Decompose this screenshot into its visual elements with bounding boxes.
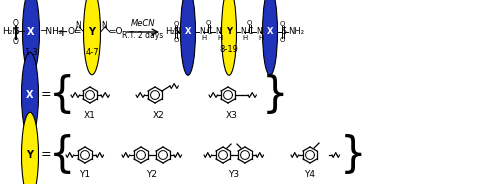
Text: O: O <box>280 20 285 26</box>
Text: N: N <box>215 27 221 36</box>
Text: =: = <box>41 148 51 162</box>
Text: =O: =O <box>108 27 122 36</box>
Text: X: X <box>26 90 34 100</box>
Text: Y1: Y1 <box>80 170 90 179</box>
Text: O: O <box>12 36 18 45</box>
Text: O: O <box>174 38 178 43</box>
Ellipse shape <box>22 0 40 75</box>
Text: Y3: Y3 <box>228 170 239 179</box>
Text: C: C <box>248 27 254 36</box>
Text: O: O <box>280 38 285 43</box>
Ellipse shape <box>222 0 236 75</box>
Text: H₂N: H₂N <box>165 27 181 36</box>
Text: N: N <box>256 27 262 36</box>
Text: }: } <box>340 134 366 176</box>
Text: C: C <box>207 27 212 36</box>
Text: ─NH₂: ─NH₂ <box>40 27 62 36</box>
Text: H: H <box>201 35 206 41</box>
Text: H: H <box>258 35 263 41</box>
Text: X: X <box>267 27 273 36</box>
Text: S: S <box>281 27 286 36</box>
Text: =: = <box>41 89 51 102</box>
Text: O: O <box>174 20 178 26</box>
Ellipse shape <box>84 0 100 75</box>
Text: N: N <box>240 27 246 36</box>
Text: }: } <box>262 74 288 116</box>
Text: {: { <box>49 134 76 176</box>
Text: 8-19: 8-19 <box>220 45 238 54</box>
Ellipse shape <box>22 52 38 138</box>
Text: N: N <box>75 22 81 31</box>
Text: S: S <box>174 27 179 36</box>
Text: NH₂: NH₂ <box>288 27 304 36</box>
Text: Y: Y <box>88 27 96 37</box>
Text: {: { <box>49 74 76 116</box>
Text: H₂N: H₂N <box>2 27 19 36</box>
Ellipse shape <box>262 0 278 75</box>
Text: O=: O= <box>68 27 82 36</box>
Text: X3: X3 <box>226 111 238 120</box>
Text: N: N <box>101 22 107 31</box>
Text: O: O <box>12 19 18 27</box>
Text: Y: Y <box>26 150 34 160</box>
Text: Y4: Y4 <box>304 170 316 179</box>
Ellipse shape <box>180 0 196 75</box>
Text: Y: Y <box>226 27 232 36</box>
Text: ─: ─ <box>18 27 24 37</box>
Text: S: S <box>13 27 19 36</box>
Text: X: X <box>27 27 35 37</box>
Text: X2: X2 <box>153 111 165 120</box>
Text: H: H <box>242 35 247 41</box>
Ellipse shape <box>22 112 38 184</box>
Text: O: O <box>206 20 211 26</box>
Text: X: X <box>185 27 191 36</box>
Text: MeCN: MeCN <box>131 20 155 29</box>
Text: +: + <box>56 25 68 39</box>
Text: 1-3: 1-3 <box>24 48 38 57</box>
Text: N: N <box>199 27 205 36</box>
Text: R.T. 2 days: R.T. 2 days <box>122 31 164 40</box>
Text: O: O <box>247 20 252 26</box>
Text: Y2: Y2 <box>146 170 158 179</box>
Text: X1: X1 <box>84 111 96 120</box>
Text: 4-7: 4-7 <box>85 48 99 57</box>
Text: H: H <box>217 35 222 41</box>
